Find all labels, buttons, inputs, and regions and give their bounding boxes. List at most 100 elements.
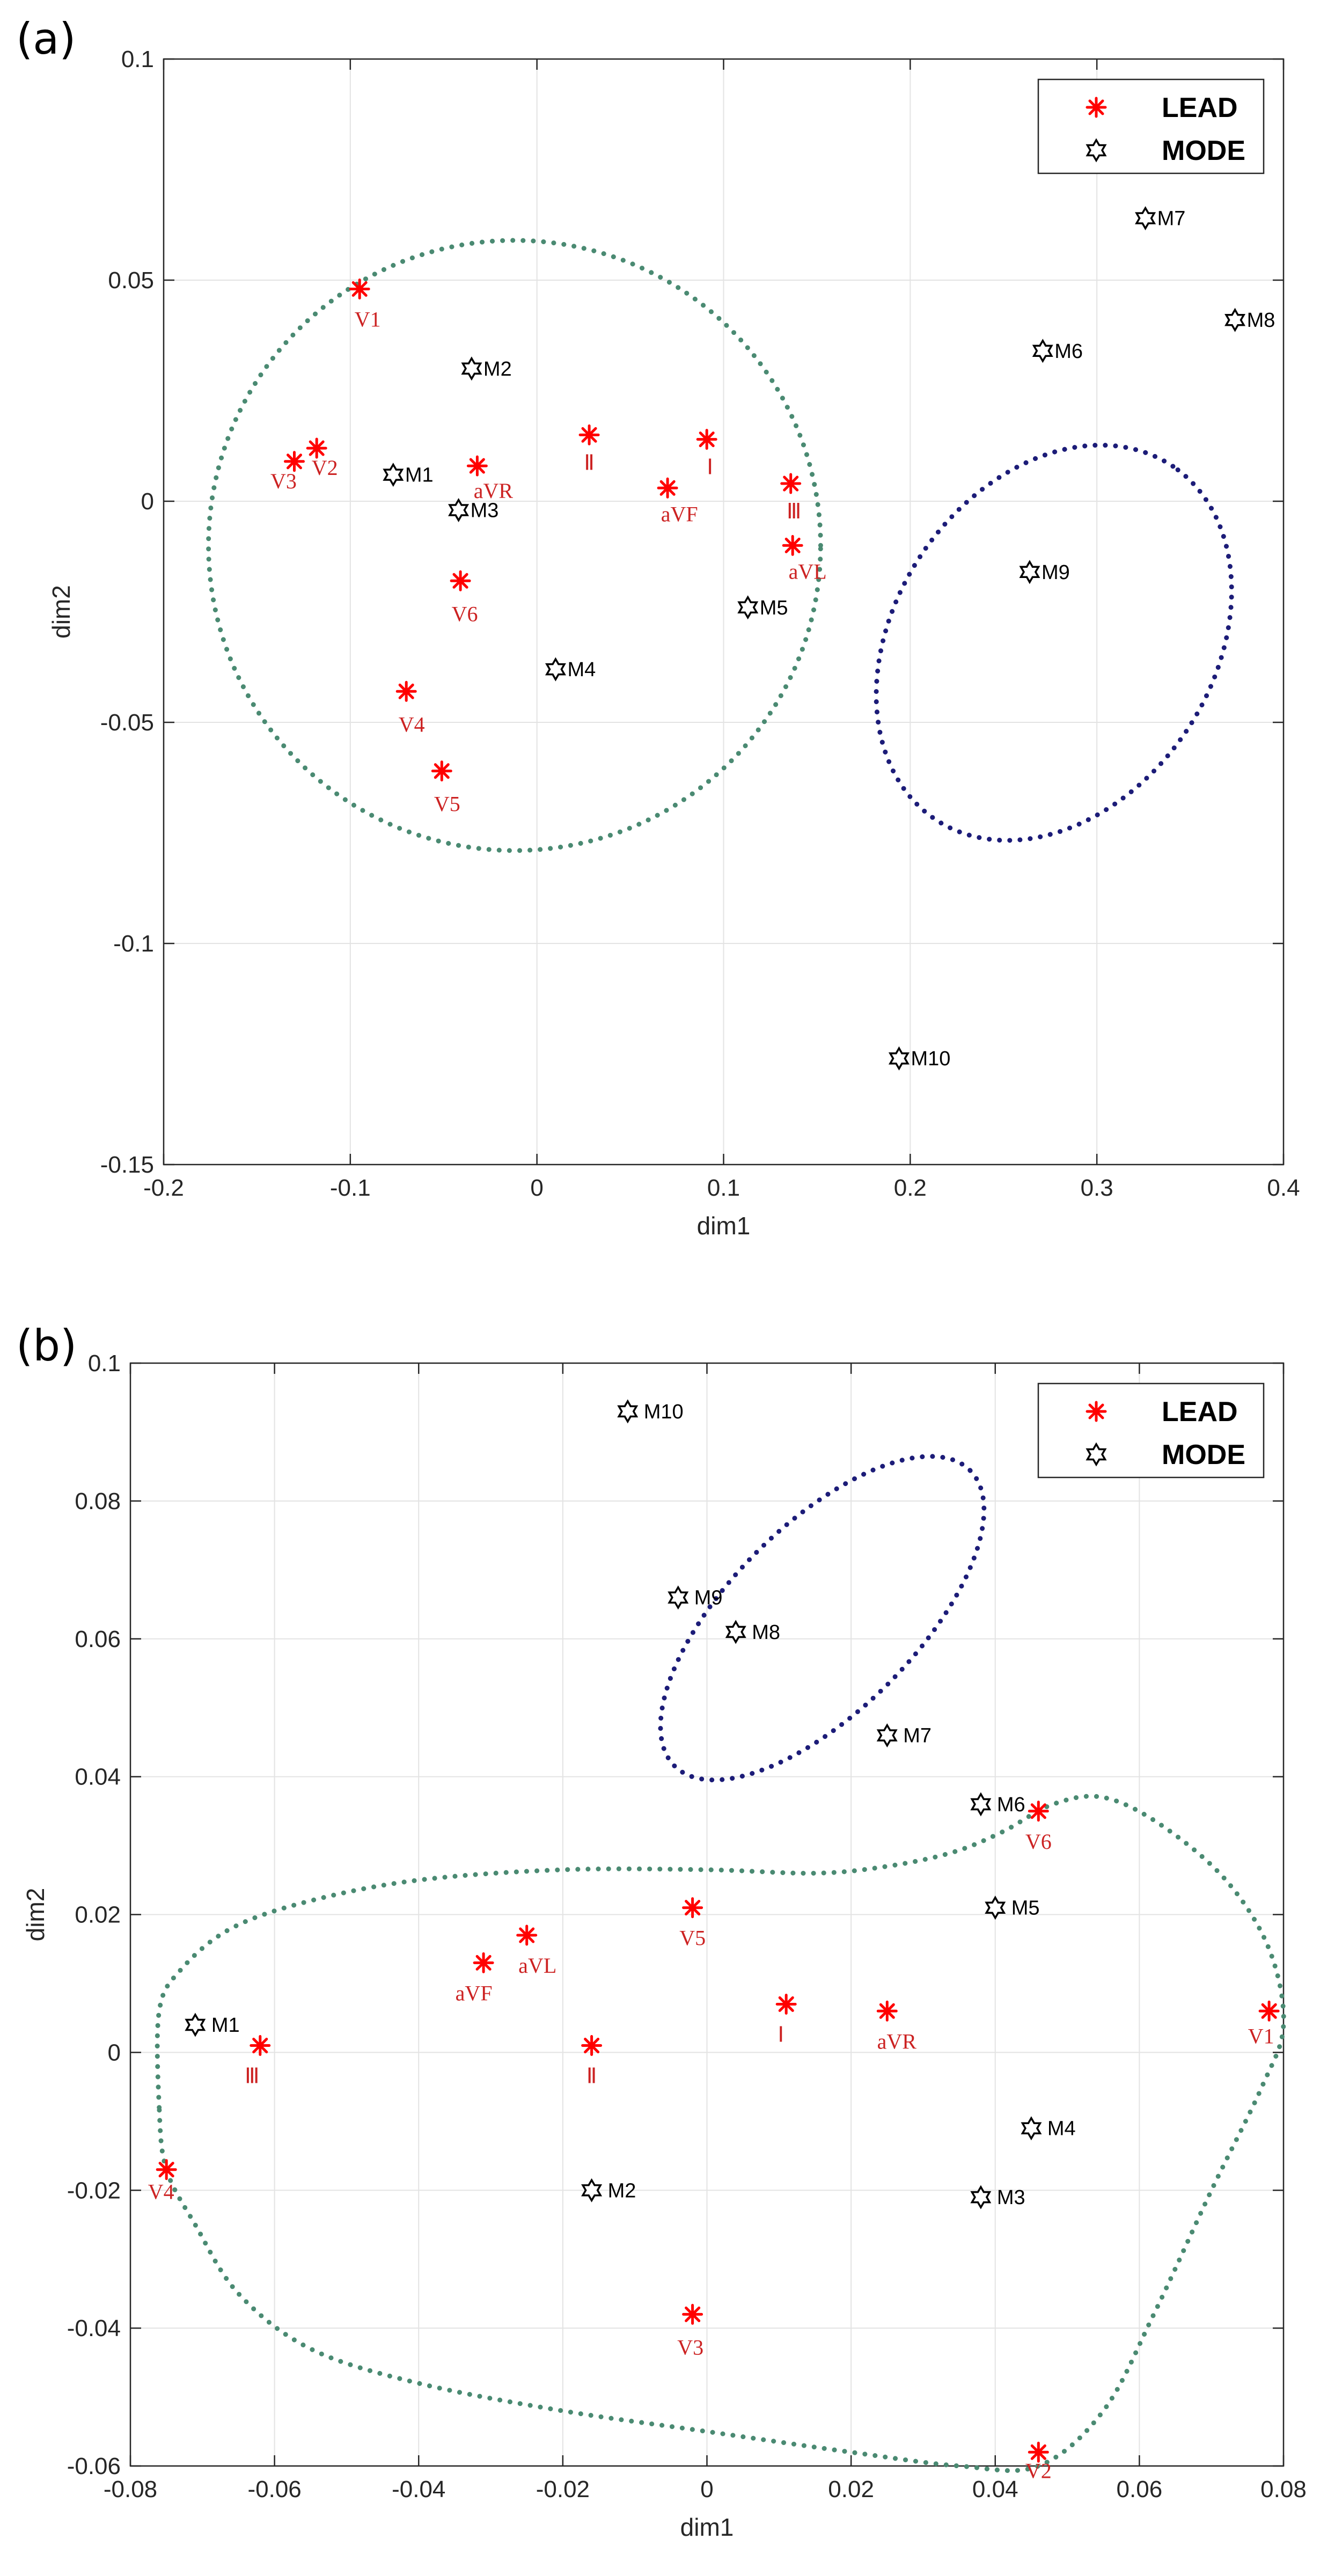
x-axis-title: dim1 [680,2513,734,2541]
lead-point [284,451,305,472]
lead-point [395,680,417,702]
series-lead: V6 V5 aVL aVF Ⅰ aVR V1 Ⅲ Ⅱ V4 V3 V2 [148,1801,1280,2483]
x-tick-label: 0.08 [1260,2476,1307,2502]
mode-point [581,2178,603,2202]
mode-point [970,1792,992,1817]
legend-lead-marker [1086,97,1107,118]
lead-point [782,535,803,556]
legend-entry-lead: LEAD [1162,92,1238,123]
lead-point-label: V4 [399,712,425,736]
lead-point-label: V1 [355,307,381,331]
lead-point [682,1897,703,1919]
mode-point [545,657,566,682]
panel-label: (b) [16,1321,77,1371]
y-tick-label: -0.02 [67,2177,121,2204]
mode-point-label: M4 [1047,2118,1076,2140]
x-axis-title: dim1 [697,1212,751,1240]
y-tick-label: -0.1 [113,931,154,957]
legend-entry-mode: MODE [1162,1439,1245,1470]
legend-entry-mode: MODE [1162,135,1245,166]
lead-point-label: Ⅱ [584,450,595,474]
mode-point [888,1046,910,1071]
mode-point-label: M10 [644,1401,684,1423]
lead-point [1028,1801,1049,1822]
legend-mode-marker [1086,1442,1107,1467]
mode-point [876,1723,898,1748]
x-tick-label: -0.2 [143,1175,184,1201]
y-tick-label: 0.04 [75,1764,121,1790]
lead-point-label: V3 [270,469,297,493]
mode-point-label: M5 [1011,1897,1040,1920]
y-tick-label: 0.1 [121,46,154,72]
mode-point-label: M10 [911,1048,950,1070]
mode-point-label: M8 [1247,309,1275,332]
chart-panel-b: (b)-0.08 -0.06 -0.04 -0.02 0 0.02 0.04 0.06 0.08… [16,1321,1307,2541]
cluster-outline-2 [874,443,1234,843]
lead-point-label: aVL [789,559,827,583]
lead-point [876,2000,898,2022]
mode-point [461,356,482,381]
y-tick-label: -0.05 [100,709,154,736]
lead-point [431,760,452,782]
mode-point [1135,206,1156,231]
x-tick-label: 0.3 [1081,1175,1113,1201]
mode-point-label: M6 [1054,340,1083,363]
lead-point [775,1994,797,2015]
y-tick-label: 0.08 [75,1488,121,1514]
lead-point-label: Ⅱ [586,2064,597,2088]
lead-point-label: V5 [434,792,460,816]
mode-point [1021,2116,1042,2141]
mode-point [970,2185,992,2209]
lead-point-label: Ⅲ [245,2064,260,2088]
mode-point-label: M6 [997,1794,1025,1816]
lead-point-label: V1 [1248,2024,1274,2048]
lead-point [466,455,488,477]
mode-point-label: M9 [1042,561,1070,584]
x-tick-label: 0.1 [707,1175,740,1201]
mode-point-label: M8 [752,1621,780,1644]
y-axis-title: dim2 [21,1888,49,1942]
mode-point [185,2012,206,2037]
lead-point [516,1924,538,1946]
cluster-outline-1 [155,1794,1286,2473]
lead-point-label: aVF [661,502,698,526]
x-tick-label: -0.08 [104,2476,157,2502]
lead-point-label: V5 [679,1926,706,1950]
legend: LEAD MODE [1037,1382,1265,1479]
lead-point-label: V2 [1025,2458,1052,2483]
x-tick-label: -0.06 [247,2476,301,2502]
lead-point-label: aVF [456,1981,493,2005]
mode-point-label: M7 [1157,208,1186,230]
mode-point-label: M3 [997,2186,1025,2209]
mode-point [668,1585,689,1610]
y-tick-label: -0.15 [100,1152,154,1178]
mode-point-label: M5 [760,597,788,619]
mode-point [985,1896,1006,1920]
mode-point [725,1620,746,1644]
y-tick-label: 0.02 [75,1902,121,1928]
lead-point [1258,2000,1280,2022]
x-tick-label: 0 [700,2476,713,2502]
y-tick-label: 0.1 [88,1350,121,1377]
y-tick-label: 0.06 [75,1626,121,1652]
mode-point [1019,560,1040,584]
y-tick-label: -0.06 [67,2453,121,2479]
lead-point [682,2303,703,2325]
legend-lead-marker [1086,1401,1107,1422]
x-tick-label: 0.2 [894,1175,927,1201]
x-tick-label: -0.1 [330,1175,371,1201]
x-tick-label: 0.04 [972,2476,1018,2502]
lead-point-label: V6 [1025,1829,1052,1854]
y-tick-label: 0 [141,488,154,515]
mode-point-label: M2 [608,2179,636,2202]
lead-point [578,424,600,445]
lead-point-label: aVR [474,479,514,503]
mode-point [448,498,470,522]
x-tick-label: -0.04 [392,2476,445,2502]
mode-point-label: M3 [471,499,499,522]
legend-box [1037,78,1265,174]
lead-point-label: V6 [452,602,478,626]
lead-point [581,2035,603,2056]
x-tick-label: 0.02 [828,2476,874,2502]
x-tick-label: 0 [530,1175,543,1201]
